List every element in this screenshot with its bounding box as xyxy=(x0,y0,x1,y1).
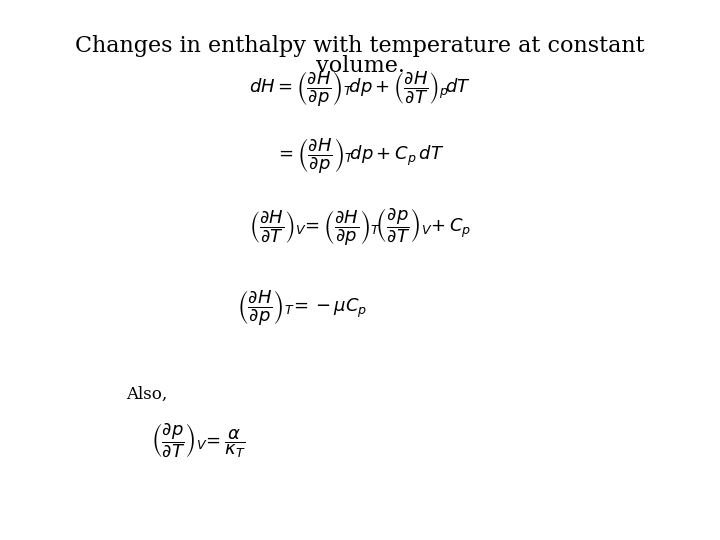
Text: volume.: volume. xyxy=(315,55,405,77)
Text: Also,: Also, xyxy=(126,386,167,403)
Text: $\left(\dfrac{\partial p}{\partial T}\right)_{V}\! = \dfrac{\alpha}{\kappa_{T}}$: $\left(\dfrac{\partial p}{\partial T}\ri… xyxy=(150,421,246,459)
Text: $\left(\dfrac{\partial H}{\partial p}\right)_{T}\! = -\mu C_{p}$: $\left(\dfrac{\partial H}{\partial p}\ri… xyxy=(238,288,367,328)
Text: Changes in enthalpy with temperature at constant: Changes in enthalpy with temperature at … xyxy=(75,35,645,57)
Text: $= \left(\dfrac{\partial H}{\partial p}\right)_{T}\! dp + C_{p}\,dT$: $= \left(\dfrac{\partial H}{\partial p}\… xyxy=(276,137,444,177)
Text: $\left(\dfrac{\partial H}{\partial T}\right)_{V}\! = \left(\dfrac{\partial H}{\p: $\left(\dfrac{\partial H}{\partial T}\ri… xyxy=(249,206,471,248)
Text: $dH = \left(\dfrac{\partial H}{\partial p}\right)_{T}\! dp + \left(\dfrac{\parti: $dH = \left(\dfrac{\partial H}{\partial … xyxy=(249,69,471,109)
